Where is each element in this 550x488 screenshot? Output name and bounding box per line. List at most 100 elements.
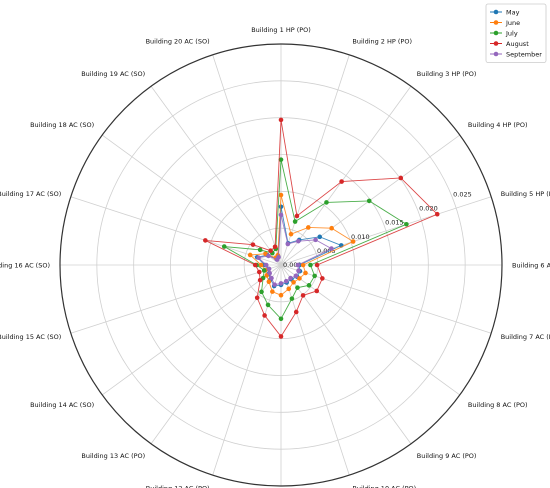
data-point-june-3: [305, 225, 311, 230]
data-point-august-15: [256, 269, 262, 275]
data-point-september-3: [296, 238, 301, 244]
series-august: [203, 117, 440, 339]
data-point-september-8: [293, 273, 299, 279]
data-point-june-7: [303, 270, 308, 276]
data-point-july-7: [312, 273, 317, 279]
data-point-august-17: [203, 238, 208, 243]
data-point-september-15: [266, 266, 272, 272]
data-point-july-17: [221, 244, 227, 249]
data-point-june-16: [258, 262, 264, 268]
series-lines: [203, 117, 440, 339]
category-label: Building 3 HP (PO): [417, 70, 477, 78]
rtick-label: 0.000: [283, 261, 302, 269]
data-point-june-4: [329, 225, 334, 231]
data-point-august-6: [314, 262, 320, 268]
data-point-july-15: [261, 268, 267, 273]
spoke-20: [212, 54, 282, 266]
data-point-september-17: [256, 255, 261, 261]
data-point-june-5: [350, 239, 356, 244]
data-point-june-13: [266, 279, 272, 284]
spoke-13: [150, 264, 282, 445]
legend: May June July August September: [485, 3, 547, 63]
category-label: Building 2 HP (PO): [352, 37, 412, 45]
data-point-july-9: [295, 285, 300, 290]
data-point-june-2: [288, 231, 294, 237]
data-point-august-11: [278, 334, 284, 339]
data-point-september-2: [285, 241, 291, 247]
category-label: Building 4 HP (PO): [468, 121, 528, 129]
data-point-july-11: [278, 316, 284, 322]
series-september: [256, 212, 334, 287]
category-label: Building 8 AC (PO): [468, 401, 528, 409]
legend-marker: [493, 30, 499, 36]
data-point-september-20: [276, 254, 281, 260]
data-point-may-4: [317, 234, 323, 240]
legend-entry: June: [505, 19, 520, 27]
data-point-august-1: [278, 117, 284, 123]
outer-frame: [59, 43, 503, 487]
category-label: Building 18 AC (SO): [30, 121, 94, 129]
legend-marker: [493, 20, 499, 25]
data-point-july-18: [257, 247, 263, 253]
legend-marker: [493, 41, 499, 46]
rtick-label: 0.015: [385, 219, 404, 227]
rtick-label: 0.025: [453, 191, 472, 199]
data-point-july-6: [308, 262, 313, 268]
data-point-august-14: [257, 277, 263, 283]
data-point-june-6: [300, 262, 306, 268]
data-point-august-4: [398, 175, 404, 181]
spoke-3: [280, 85, 412, 266]
category-label: Building 20 AC (SO): [146, 37, 210, 45]
legend-entry: July: [505, 30, 518, 38]
data-point-september-16: [263, 262, 269, 268]
category-label: Building 1 HP (PO): [251, 26, 311, 34]
data-point-august-3: [339, 179, 344, 184]
legend-marker: [493, 51, 499, 57]
legend-marker: [493, 9, 499, 15]
data-point-september-10: [283, 278, 289, 284]
data-point-august-19: [268, 248, 273, 253]
category-label: Building 9 AC (PO): [417, 452, 477, 460]
data-point-june-11: [278, 292, 284, 298]
spoke-12: [212, 264, 282, 476]
spoke-15: [70, 264, 282, 334]
category-label: Building 10 AC (PO): [352, 485, 416, 488]
data-point-august-13: [254, 295, 260, 301]
category-label: Building 6 AC (PO): [512, 262, 550, 270]
data-point-august-8: [314, 288, 320, 294]
legend-box: [485, 3, 547, 63]
data-point-september-13: [269, 275, 274, 281]
data-point-july-13: [259, 289, 264, 295]
data-point-september-14: [267, 270, 272, 276]
category-label: Building 15 AC (SO): [0, 333, 61, 341]
data-point-july-5: [404, 221, 409, 227]
data-point-july-3: [324, 200, 329, 205]
data-point-august-9: [300, 293, 306, 298]
data-point-september-5: [329, 246, 334, 251]
data-point-september-11: [278, 281, 284, 286]
category-labels: Building 1 HP (PO) Building 2 HP (PO) Buil…: [0, 26, 550, 488]
data-point-september-9: [288, 275, 293, 281]
data-point-august-20: [272, 244, 278, 250]
category-label: Building 13 AC (PO): [81, 452, 145, 460]
data-point-july-1: [278, 157, 284, 162]
rtick-label: 0.010: [351, 233, 370, 241]
data-point-july-2: [292, 219, 298, 224]
category-label: Building 19 AC (SO): [81, 70, 145, 78]
data-point-august-16: [252, 262, 258, 268]
data-point-june-9: [291, 279, 296, 285]
polar-grid: [59, 43, 503, 487]
data-point-august-7: [320, 276, 325, 281]
data-point-july-8: [306, 283, 312, 288]
data-point-june-1: [278, 192, 284, 198]
category-label: Building 12 AC (PO): [146, 485, 210, 488]
category-label: Building 14 AC (SO): [30, 401, 94, 409]
spoke-19: [150, 85, 282, 266]
data-point-september-6: [295, 262, 301, 268]
data-point-july-10: [289, 296, 295, 301]
spoke-9: [280, 264, 412, 445]
data-point-june-8: [297, 276, 302, 281]
data-point-august-5: [434, 211, 440, 217]
